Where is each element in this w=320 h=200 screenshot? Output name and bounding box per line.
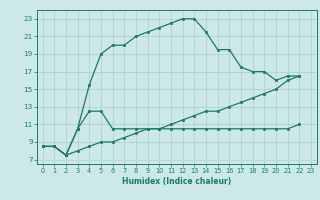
X-axis label: Humidex (Indice chaleur): Humidex (Indice chaleur): [122, 177, 231, 186]
